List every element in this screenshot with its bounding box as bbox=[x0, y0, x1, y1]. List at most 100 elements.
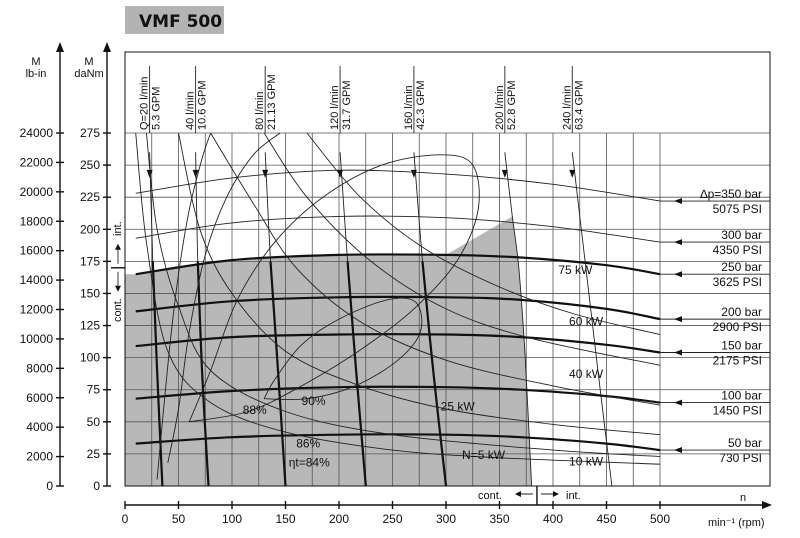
y-danm-tick-label: 25 bbox=[87, 447, 101, 461]
y-lbin-tick-label: 8000 bbox=[26, 361, 53, 375]
cont-down-arrow bbox=[115, 285, 121, 292]
pressure-arrow-4 bbox=[674, 349, 682, 356]
y-lbin-tick-label: 10000 bbox=[20, 332, 54, 346]
flow-label-5: 200 l/min bbox=[494, 85, 506, 130]
x-tick-label: 500 bbox=[650, 512, 670, 526]
flow-gpm-label-1: 10.6 GPM bbox=[197, 80, 209, 130]
y-lbin-tick-label: 22000 bbox=[20, 155, 54, 169]
flow-label-1: 40 l/min bbox=[185, 91, 197, 130]
pressure-psi-label-0: 5075 PSI bbox=[713, 202, 762, 216]
flow-arrow-0 bbox=[146, 169, 153, 178]
flow-line-bold-2 bbox=[269, 261, 287, 487]
flow-label-6: 240 l/min bbox=[561, 85, 573, 130]
flow-arrow-5 bbox=[501, 169, 508, 178]
x-axis-label: min⁻¹ (rpm) bbox=[708, 517, 765, 529]
flow-arrow-2 bbox=[262, 169, 269, 178]
pressure-psi-label-2: 3625 PSI bbox=[713, 275, 762, 289]
power-label-1: 60 kW bbox=[569, 315, 604, 329]
flow-line-bold-3 bbox=[346, 261, 367, 487]
pressure-line-4 bbox=[135, 333, 661, 354]
grid bbox=[124, 51, 771, 487]
efficiency-curve-0 bbox=[263, 297, 423, 401]
pressure-line-0 bbox=[135, 169, 661, 202]
power-curve-5 bbox=[145, 132, 661, 457]
y-lbin-tick-label: 20000 bbox=[20, 185, 54, 199]
title-box bbox=[125, 6, 224, 34]
y-inner-label-m: M bbox=[84, 56, 93, 68]
power-label-2: 40 kW bbox=[569, 367, 604, 381]
efficiency-curve-1 bbox=[188, 154, 480, 423]
power-label-3: 25 kW bbox=[441, 399, 476, 413]
flow-gpm-label-4: 42.3 GPM bbox=[415, 80, 427, 130]
cont-arrow-head bbox=[514, 491, 521, 497]
y-danm-tick-label: 200 bbox=[80, 222, 100, 236]
pressure-psi-label-4: 2175 PSI bbox=[713, 354, 762, 368]
efficiency-label-2: 86% bbox=[296, 436, 320, 450]
flow-label-0: Q=20 l/min bbox=[139, 77, 151, 131]
power-label-0: 75 kW bbox=[558, 263, 593, 277]
y-lbin-tick-label: 0 bbox=[46, 479, 53, 493]
pressure-arrow-5 bbox=[674, 399, 682, 406]
pressure-line-6 bbox=[135, 433, 661, 452]
flow-line-5 bbox=[504, 152, 533, 487]
pressure-arrow-0 bbox=[674, 198, 682, 205]
flow-gpm-label-6: 63.4 GPM bbox=[573, 80, 585, 130]
y-inner-label-unit: daNm bbox=[74, 68, 103, 80]
pressure-arrow-1 bbox=[674, 239, 682, 246]
plot-frame bbox=[124, 51, 771, 487]
y-danm-tick-label: 250 bbox=[80, 158, 100, 172]
flow-label-2: 80 l/min bbox=[254, 91, 266, 130]
pressure-line-1 bbox=[135, 215, 661, 243]
x-tick-label: 150 bbox=[275, 512, 295, 526]
y-lbin-tick-label: 2000 bbox=[26, 450, 53, 464]
x-tick-label: 400 bbox=[543, 512, 563, 526]
y-outer-label-m: M bbox=[31, 56, 40, 68]
int-label-bottom: int. bbox=[566, 490, 581, 502]
y-lbin-tick-label: 12000 bbox=[20, 303, 54, 317]
pressure-psi-label-3: 2900 PSI bbox=[713, 320, 762, 334]
efficiency-curve-3 bbox=[156, 132, 212, 480]
y-lbin-tick-label: 16000 bbox=[20, 244, 54, 258]
y-danm-tick-label: 275 bbox=[80, 126, 100, 140]
labels: Q=20 l/min 5.3 GPM 40 l/min 10.6 GPM 80 l/mi… bbox=[139, 74, 762, 469]
y-danm-tick-label: 75 bbox=[87, 383, 101, 397]
power-label-5: 10 kW bbox=[569, 454, 604, 468]
curves bbox=[135, 66, 770, 487]
efficiency-label-3: ηt=84% bbox=[289, 456, 330, 470]
power-curve-0 bbox=[306, 132, 661, 335]
power-curve-1 bbox=[263, 132, 661, 366]
pressure-line-3 bbox=[135, 295, 661, 321]
x-tick-label: 50 bbox=[172, 512, 186, 526]
cont-label-bottom: cont. bbox=[478, 490, 502, 502]
x-tick-label: 250 bbox=[382, 512, 402, 526]
x-tick-label: 300 bbox=[436, 512, 456, 526]
int-arrow-head bbox=[552, 491, 559, 497]
y-danm-tick-label: 100 bbox=[80, 351, 100, 365]
y-axis-danm-arrow bbox=[103, 42, 111, 52]
pressure-bar-label-4: 150 bar bbox=[721, 339, 762, 353]
power-curve-2 bbox=[210, 132, 661, 406]
y-danm-tick-label: 0 bbox=[93, 479, 100, 493]
y-lbin-tick-label: 14000 bbox=[20, 273, 54, 287]
x-tick-label: 0 bbox=[122, 512, 129, 526]
flow-gpm-label-5: 52.8 GPM bbox=[506, 80, 518, 130]
int-up-arrow bbox=[115, 243, 121, 250]
flow-label-3: 120 l/min bbox=[329, 85, 341, 130]
pressure-psi-label-5: 1450 PSI bbox=[713, 404, 762, 418]
flow-line-bold-4 bbox=[421, 261, 448, 487]
power-curve-3 bbox=[178, 132, 661, 436]
pressure-arrow-2 bbox=[674, 271, 682, 278]
y-danm-tick-label: 125 bbox=[80, 319, 100, 333]
y-lbin-tick-label: 18000 bbox=[20, 214, 54, 228]
pressure-bar-label-3: 200 bar bbox=[721, 305, 762, 319]
continuous-operation-area bbox=[125, 216, 532, 486]
x-tick-label: 350 bbox=[489, 512, 509, 526]
pressure-psi-label-1: 4350 PSI bbox=[713, 243, 762, 257]
flow-gpm-label-0: 5.3 GPM bbox=[151, 87, 163, 130]
pressure-psi-label-6: 730 PSI bbox=[719, 451, 762, 465]
pressure-bar-label-1: 300 bar bbox=[721, 228, 762, 242]
efficiency-label-1: 88% bbox=[243, 403, 267, 417]
pressure-bar-label-5: 100 bar bbox=[721, 389, 762, 403]
flow-line-6 bbox=[571, 152, 613, 487]
